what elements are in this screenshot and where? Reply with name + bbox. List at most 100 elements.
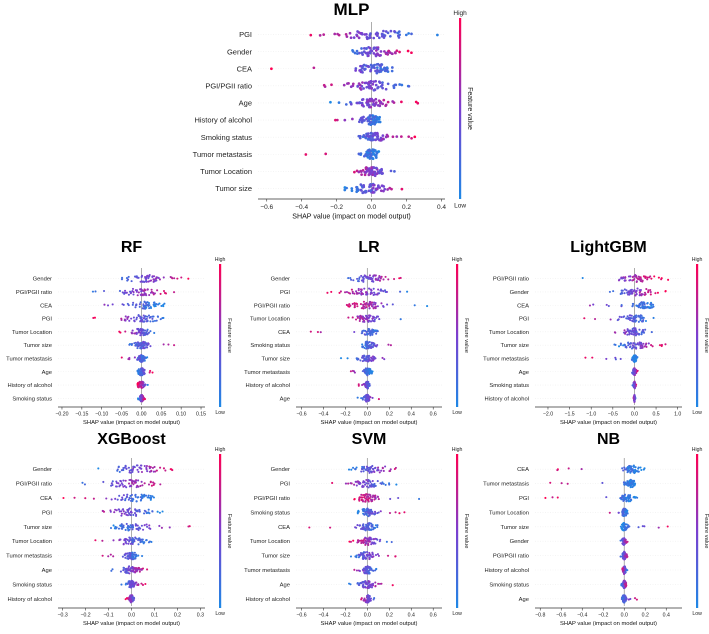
shap-point (632, 275, 635, 278)
x-tick-label: 0.10 (176, 412, 186, 418)
shap-point (127, 542, 130, 545)
shap-point (395, 49, 399, 53)
shap-point (379, 277, 382, 280)
shap-point (368, 304, 371, 308)
shap-point (375, 332, 378, 335)
shap-point (111, 568, 114, 571)
shap-point (629, 468, 632, 471)
shap-point (373, 467, 377, 470)
shap-point (660, 345, 663, 348)
shap-point (163, 302, 166, 305)
x-tick-label: 0.5 (652, 412, 659, 418)
shap-point (368, 341, 371, 344)
shap-point (324, 152, 328, 156)
shap-point (148, 470, 152, 473)
shap-point (124, 540, 127, 543)
shap-point (364, 543, 367, 546)
chart-title: SVM (352, 431, 387, 448)
shap-point (376, 132, 379, 136)
shap-point (120, 512, 123, 515)
shap-point (129, 510, 133, 513)
shap-point (119, 570, 122, 573)
shap-point (632, 482, 635, 485)
shap-point (162, 467, 165, 470)
shap-point (631, 344, 634, 347)
shap-point (359, 169, 362, 173)
shap-point (379, 100, 383, 104)
shap-point (359, 303, 362, 306)
shap-point (162, 276, 165, 279)
x-tick-label: 0.6 (430, 613, 437, 619)
shap-point (109, 510, 112, 513)
shap-point (377, 36, 381, 40)
shap-point (146, 356, 149, 359)
shap-point (382, 185, 386, 188)
shap-point (363, 510, 366, 513)
shap-point (605, 357, 608, 360)
shap-point (377, 466, 380, 469)
x-tick-label: 0.2 (174, 613, 181, 619)
shap-point (372, 47, 376, 51)
shap-point (376, 305, 379, 308)
shap-point (368, 307, 371, 310)
shap-point (393, 278, 396, 281)
series-age (620, 594, 638, 604)
shap-point (362, 305, 365, 308)
shap-point (372, 307, 375, 310)
shap-point (370, 470, 373, 473)
shap-point (92, 316, 95, 320)
shap-point (81, 481, 84, 484)
shap-point (370, 586, 374, 589)
shap-point (634, 274, 637, 277)
shap-point (365, 482, 368, 485)
shap-point (132, 599, 135, 602)
shap-point (137, 368, 140, 371)
shap-point (125, 571, 128, 574)
shap-point (637, 470, 640, 473)
shap-point (368, 595, 371, 598)
shap-point (549, 481, 552, 484)
shap-point (162, 289, 166, 293)
shap-point (151, 275, 154, 278)
shap-point (620, 276, 623, 279)
feature-label: Gender (33, 467, 52, 473)
shap-point (646, 301, 649, 305)
shap-point (375, 316, 378, 319)
shap-point (639, 306, 642, 309)
shap-point (146, 344, 149, 347)
shap-point (126, 582, 129, 586)
shap-point (131, 581, 134, 584)
feature-label: Tumor metastasis (6, 554, 52, 560)
shap-point (112, 555, 115, 558)
shap-point (630, 288, 633, 291)
shap-point (394, 555, 397, 558)
shap-point (386, 188, 389, 191)
shap-point (143, 280, 146, 284)
shap-point (620, 523, 624, 526)
shap-point (362, 87, 365, 90)
x-axis-label: SHAP value (impact on model output) (83, 621, 180, 627)
shap-point (389, 497, 392, 501)
shap-point (365, 345, 368, 348)
shap-point (137, 327, 140, 330)
shap-point (130, 599, 133, 602)
colorbar (456, 454, 459, 608)
shap-point (352, 466, 355, 469)
feature-label: Tumor Location (250, 317, 290, 323)
shap-point (384, 275, 387, 278)
shap-point (124, 552, 127, 555)
shap-point (372, 542, 375, 545)
shap-point (132, 498, 135, 501)
shap-point (367, 167, 371, 170)
shap-point (366, 116, 370, 119)
shap-point (365, 485, 369, 488)
shap-point (616, 319, 619, 322)
shap-point (628, 331, 631, 334)
shap-point (379, 510, 382, 513)
shap-point (623, 514, 626, 517)
series-pgi-pgii-ratio (581, 274, 670, 284)
shap-point (364, 536, 367, 539)
shap-point (613, 343, 616, 346)
shap-point (628, 483, 631, 486)
shap-point (614, 358, 617, 361)
